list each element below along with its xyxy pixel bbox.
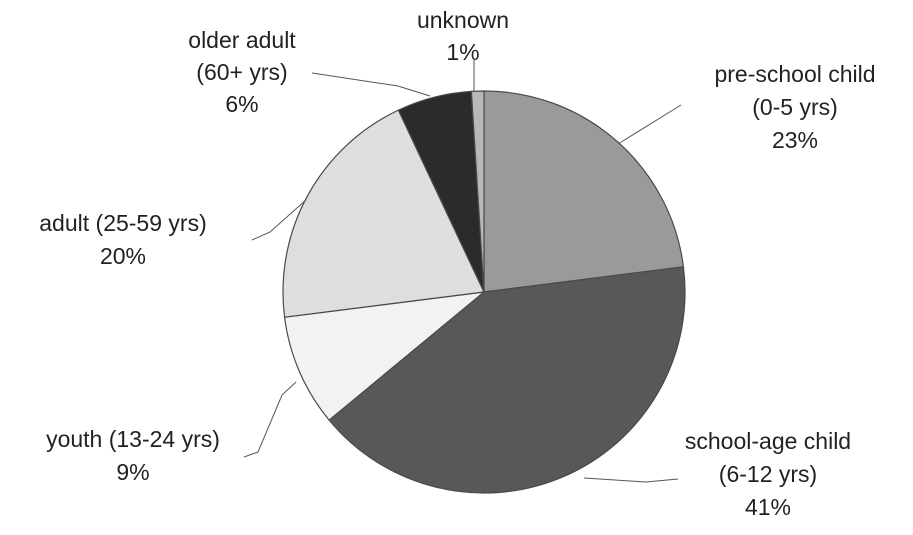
- slice-label-youth-13-24-yrs: youth (13-24 yrs) 9%: [46, 426, 220, 485]
- slice-label-pre-school-child: pre-school child (0-5 yrs) 23%: [714, 61, 875, 153]
- slice-value-label: 20%: [100, 243, 146, 269]
- slice-label-adult-25-59-yrs: adult (25-59 yrs) 20%: [39, 210, 206, 269]
- leader-line-school-age-child: [583, 477, 679, 483]
- pie-slice-school-age-child: [328, 266, 686, 494]
- pie-slice-pre-school-child: [483, 90, 685, 293]
- slice-value-label: 6%: [225, 91, 258, 117]
- slice-label-school-age-child: school-age child (6-12 yrs) 41%: [685, 428, 851, 520]
- slice-value-label: 23%: [772, 127, 818, 153]
- slice-category-label: pre-school child: [714, 61, 875, 87]
- slice-category-label: adult (25-59 yrs): [39, 210, 206, 236]
- slice-value-label: 1%: [446, 39, 479, 65]
- leader-lines: [243, 60, 682, 483]
- slice-category-label: (6-12 yrs): [719, 461, 817, 487]
- slice-category-label: unknown: [417, 7, 509, 33]
- slice-category-label: school-age child: [685, 428, 851, 454]
- slice-category-label: (0-5 yrs): [752, 94, 838, 120]
- slice-category-label: older adult: [188, 27, 296, 53]
- pie-slice-youth-13-24-yrs: [283, 291, 486, 421]
- slice-label-unknown: unknown 1%: [417, 7, 509, 65]
- slice-category-label: youth (13-24 yrs): [46, 426, 220, 452]
- slice-value-label: 41%: [745, 494, 791, 520]
- leader-line-older-adult: [311, 72, 431, 97]
- pie-slices: [282, 90, 686, 494]
- slice-label-older-adult: older adult (60+ yrs) 6%: [188, 27, 296, 117]
- slice-category-label: (60+ yrs): [196, 59, 287, 85]
- leader-line-pre-school-child: [617, 104, 682, 145]
- pie-slice-unknown: [470, 90, 485, 293]
- pie-slice-adult-25-59-yrs: [282, 109, 485, 318]
- leader-line-youth-13-24-yrs: [243, 381, 297, 458]
- leader-line-adult-25-59-yrs: [251, 199, 307, 241]
- slice-value-label: 9%: [116, 459, 149, 485]
- slice-labels: pre-school child (0-5 yrs) 23% school-age c…: [39, 7, 875, 520]
